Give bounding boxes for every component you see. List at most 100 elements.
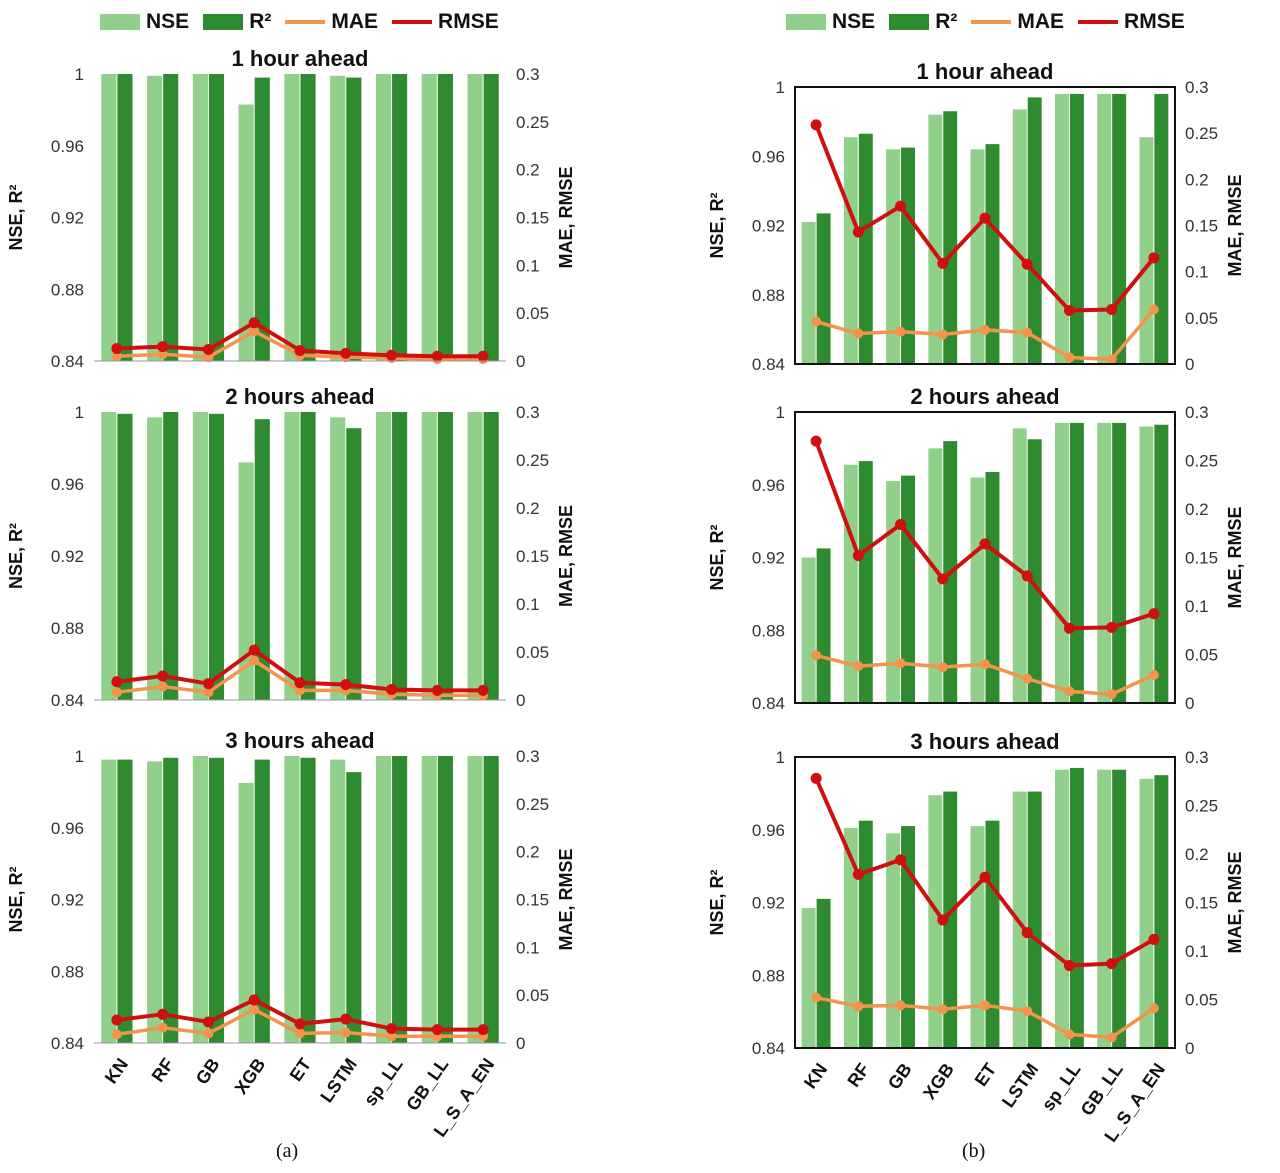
point-rmse-gb [895,200,907,212]
y-tick-label: 0.92 [51,209,84,228]
legend-swatch [100,14,140,30]
bar-r-xgb [943,111,958,364]
bar-r-kn [117,759,133,1043]
y-tick-label: 0.92 [51,547,84,566]
y-tick-label: 0.84 [752,1039,785,1058]
point-rmse-gb [202,678,214,690]
legend-label: R² [249,10,272,33]
y2-tick-label: 0.25 [516,113,549,132]
legend-label: R² [935,10,958,33]
point-rmse-lstm [1021,927,1033,939]
bar-nse-kn [801,222,816,364]
y2-tick-label: 0.1 [516,256,540,275]
y2-tick-label: 0.2 [516,843,540,862]
chart-b-1: 1 hour ahead 0.84 0.88 0.92 0.96 1 0 0.05 0.1 0.1… [707,59,1245,374]
y2-tick-label: 0.3 [1185,403,1209,422]
bar-nse-l_s_a_en [1139,137,1154,364]
bar-nse-xgb [238,462,254,700]
point-rmse-gb_ll [1106,958,1118,970]
bar-nse-sp_ll [375,74,392,361]
x-tick-label-sp_ll: sp_LL [360,1055,407,1110]
chart-title: 1 hour ahead [917,59,1054,84]
point-rmse-rf [157,1008,169,1020]
y2-axis-label: MAE, RMSE [556,166,576,268]
point-mae-xgb [937,662,948,673]
point-rmse-gb [895,854,907,866]
point-mae-xgb [937,1004,948,1015]
point-mae-rf [157,349,168,360]
bar-r-lstm [1027,439,1042,703]
x-tick-label-et: ET [971,1060,1001,1090]
point-mae-xgb [249,326,260,337]
point-rmse-xgb [937,914,949,926]
y2-axis-label: MAE, RMSE [556,848,576,950]
y2-tick-label: 0 [516,352,525,371]
bar-r-kn [117,74,133,361]
y2-tick-label: 0.15 [1185,549,1218,568]
bar-nse-rf [843,137,858,364]
y2-tick-label: 0.15 [1185,894,1218,913]
bar-r-l_s_a_en [483,412,499,700]
bar-r-gb_ll [437,412,453,700]
y-tick-label: 0.84 [51,691,84,710]
y2-tick-label: 0.25 [516,795,549,814]
bar-r-xgb [254,759,270,1043]
legend-swatch [285,20,326,24]
x-tick-label-gb: GB [884,1060,916,1094]
point-mae-gb_ll [1106,354,1117,365]
y-tick-label: 1 [776,403,785,422]
y-tick-label: 0.92 [51,891,84,910]
point-mae-kn [111,1029,122,1040]
bar-nse-sp_ll [1055,93,1069,365]
bar-nse-l_s_a_en [467,74,483,361]
point-mae-rf [853,661,864,672]
point-rmse-l_s_a_en [1148,608,1160,620]
y-tick-label: 0.96 [752,476,785,495]
chart-title: 3 hours ahead [910,729,1059,754]
point-mae-kn [111,687,122,698]
point-rmse-sp_ll [1063,304,1075,316]
bar-nse-rf [147,75,163,361]
bar-nse-gb [192,756,208,1043]
bar-r-rf [858,461,873,703]
bar-nse-lstm [330,759,346,1043]
point-rmse-kn [111,343,123,355]
point-rmse-l_s_a_en [477,684,489,696]
legend-swatch [1078,20,1119,24]
bar-r-l_s_a_en [483,74,499,361]
bar-nse-rf [843,827,858,1048]
point-rmse-lstm [340,679,352,691]
point-rmse-rf [852,868,864,880]
point-mae-et [980,1000,990,1011]
y2-tick-label: 0 [1185,355,1194,374]
bar-r-sp_ll [1069,93,1084,365]
y2-tick-label: 0.05 [1185,646,1218,665]
bar-r-gb [901,826,915,1048]
y-axis-label: NSE, R² [6,184,26,250]
point-mae-gb [203,352,214,363]
point-mae-lstm [1022,673,1033,684]
legend-panel-b: NSE R² MAE RMSE [786,10,1199,34]
y-tick-label: 0.84 [752,355,785,374]
caption-b: (b) [962,1140,986,1162]
bar-r-et [300,74,316,361]
y-tick-label: 0.88 [752,621,785,640]
bar-nse-kn [101,412,117,700]
x-tick-label-gb: GB [192,1055,224,1089]
bar-nse-sp_ll [1055,769,1069,1048]
point-mae-kn [811,316,822,327]
point-mae-gb [895,658,906,669]
bar-nse-et [284,756,300,1043]
bar-r-l_s_a_en [1154,775,1169,1048]
point-mae-kn [811,992,822,1003]
bar-nse-gb [886,481,901,703]
y2-tick-label: 0.05 [1185,991,1218,1010]
y2-tick-label: 0 [516,691,525,710]
bar-r-gb_ll [1112,422,1127,703]
y-tick-label: 1 [75,403,84,422]
bar-nse-gb_ll [421,74,437,361]
bar-r-et [300,757,316,1043]
legend-swatch [392,20,433,24]
bar-nse-kn [801,557,816,703]
